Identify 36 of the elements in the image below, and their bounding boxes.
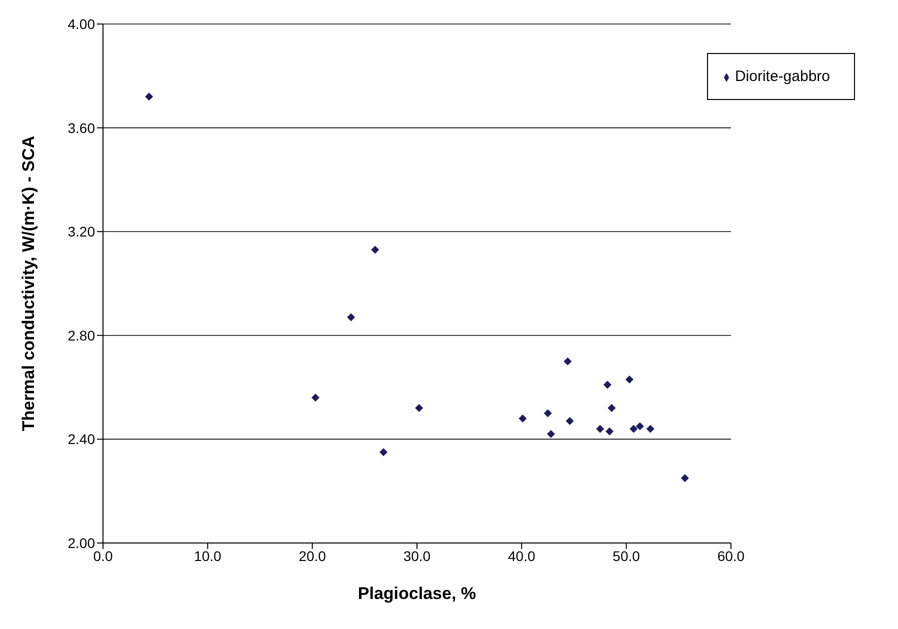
- x-tick-label: 0.0: [93, 548, 113, 564]
- point: [606, 427, 614, 436]
- y-tick-label: 3.20: [68, 224, 96, 240]
- x-axis-title: Plagioclase, %: [358, 584, 476, 603]
- point: [518, 414, 527, 422]
- y-tick-label: 4.00: [68, 16, 96, 32]
- point: [608, 404, 616, 412]
- point: [415, 404, 424, 412]
- point: [379, 448, 388, 456]
- point: [680, 474, 689, 482]
- x-tick-label: 20.0: [298, 548, 326, 564]
- y-tick-label: 2.00: [68, 534, 96, 551]
- point: [636, 422, 644, 430]
- x-tick-label: 50.0: [612, 548, 640, 564]
- legend-label: Diorite-gabbro: [734, 68, 830, 85]
- point: [145, 92, 154, 101]
- point: [347, 313, 356, 322]
- point: [625, 376, 634, 384]
- point: [596, 424, 604, 433]
- x-tick-label: 30.0: [403, 548, 431, 564]
- point: [311, 394, 320, 402]
- point: [544, 409, 552, 418]
- x-tick-label: 10.0: [194, 548, 222, 564]
- x-tick-label: 60.0: [717, 548, 745, 564]
- point: [546, 430, 555, 438]
- x-tick-label: 40.0: [508, 548, 536, 564]
- point: [564, 357, 572, 366]
- point: [646, 424, 654, 433]
- point: [566, 417, 574, 426]
- y-axis-title: Thermal conductivity, W/(m·K) - SCA: [19, 136, 38, 432]
- point: [603, 380, 612, 389]
- y-tick-label: 2.80: [68, 327, 96, 344]
- point: [371, 246, 380, 254]
- y-tick-label: 2.40: [68, 431, 96, 448]
- point: [630, 424, 638, 433]
- y-tick-label: 3.60: [68, 120, 96, 136]
